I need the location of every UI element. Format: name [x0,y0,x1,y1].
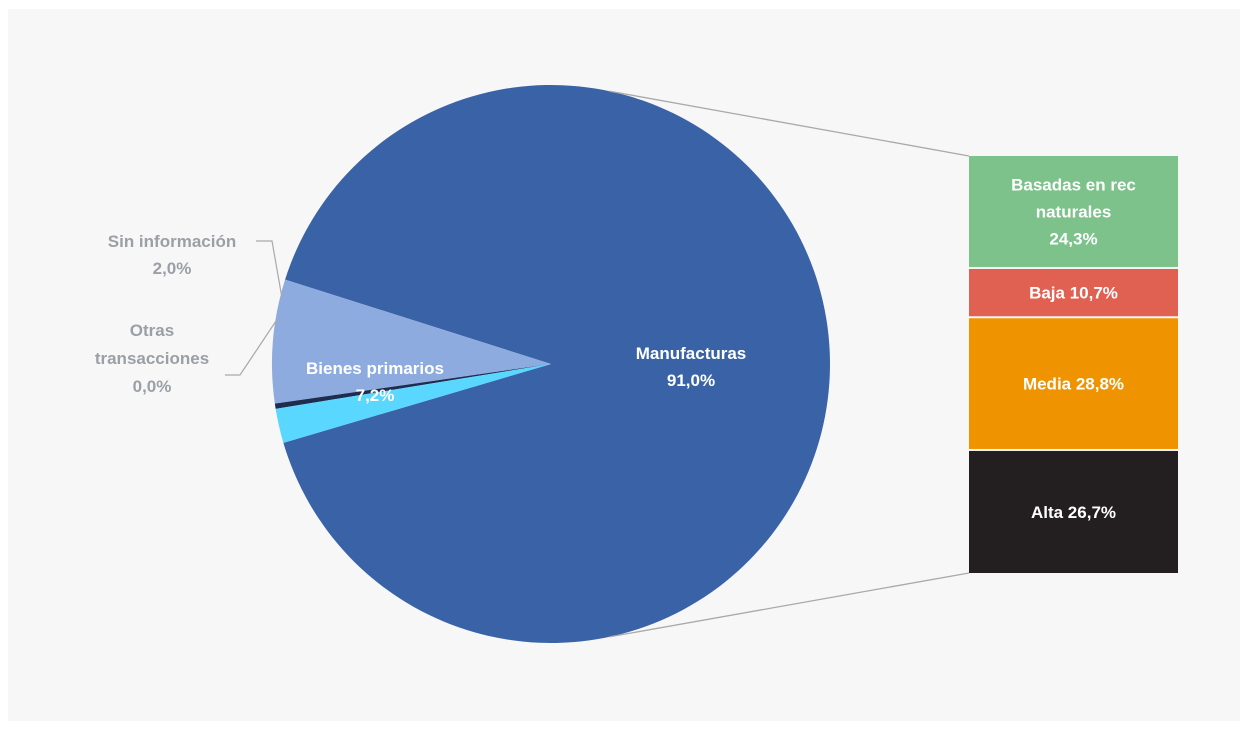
data-label-otras-transacciones: Otras transacciones 0,0% [95,321,209,396]
pie-slice-sin-informacion [275,364,551,443]
data-label-bienes-primarios: Bienes primarios 7,2% [306,359,444,405]
bar-segment-alta [969,450,1178,573]
data-labels: Manufacturas 91,0% Bienes primarios 7,2% Sin… [95,175,1136,522]
pie-slice-otras-transacciones [274,364,551,409]
connector-line-top [608,90,970,157]
data-label-manufacturas: Manufacturas 91,0% [636,344,747,390]
data-label-basadas-en-rec-naturales: Basadas en rec naturales 24,3% [1011,175,1136,248]
stacked-bar [969,156,1178,573]
connector-line-bottom [608,572,970,638]
pie-slice-bienes-primarios [272,279,551,404]
data-label-media: Media 28,8% [1023,375,1124,394]
pie-slice-manufacturas [283,84,830,643]
data-label-sin-informacion: Sin información 2,0% [108,232,236,278]
bar-segment-media [969,318,1178,449]
pie [272,84,830,643]
leader-line-sin-informacion [256,240,283,299]
leader-line-otras-transacciones [225,317,279,376]
bar-segment-baja [969,268,1178,317]
connector-lines [608,90,970,638]
data-label-alta: Alta 26,7% [1031,503,1116,522]
bar-segment-basadas-en-rec-naturales [969,156,1178,267]
data-label-baja: Baja 10,7% [1029,284,1118,303]
